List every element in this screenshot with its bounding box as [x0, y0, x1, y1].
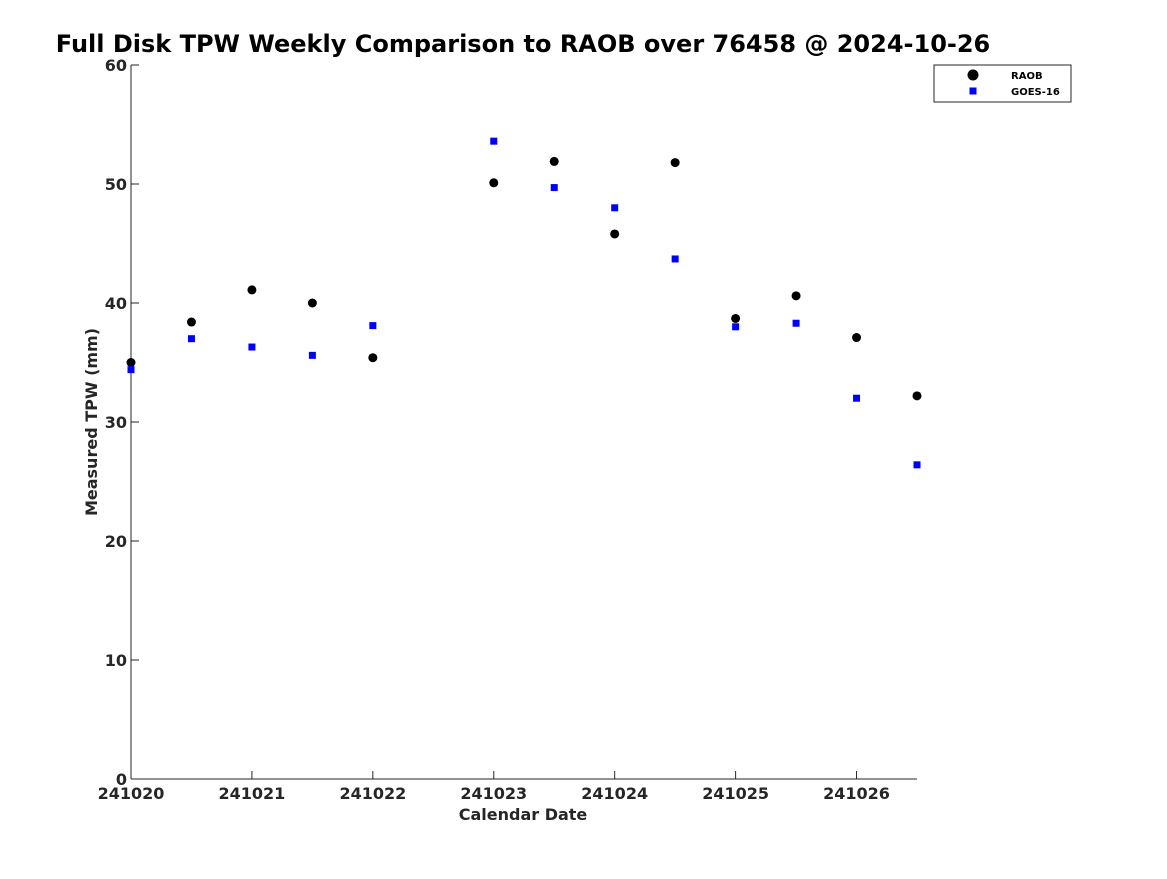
- data-point-goes-16: [127, 366, 135, 374]
- y-tick-label: 10: [105, 651, 127, 670]
- data-point-goes-16: [792, 319, 800, 327]
- x-tick-label: 241021: [219, 784, 286, 803]
- data-point-raob: [912, 391, 922, 401]
- data-point-goes-16: [671, 255, 679, 263]
- y-tick-label: 0: [116, 770, 127, 789]
- data-point-goes-16: [611, 204, 619, 212]
- data-point-goes-16: [248, 343, 256, 351]
- x-tick-label: 241024: [581, 784, 648, 803]
- data-point-goes-16: [853, 394, 861, 402]
- y-axis-ticks: 0 10 20 30 40 50 60: [105, 56, 139, 789]
- data-point-raob: [791, 291, 801, 301]
- chart-title: Full Disk TPW Weekly Comparison to RAOB …: [56, 30, 991, 58]
- legend-box: [933, 64, 1072, 103]
- legend-marker-raob: [967, 69, 979, 81]
- series-goes-16: [127, 137, 921, 469]
- x-tick-label: 241026: [823, 784, 890, 803]
- y-tick-label: 50: [105, 175, 127, 194]
- x-tick-label: 241025: [702, 784, 769, 803]
- data-point-raob: [852, 333, 862, 343]
- data-point-raob: [247, 285, 257, 295]
- legend-label: RAOB: [1011, 71, 1043, 82]
- legend: RAOB GOES-16: [933, 64, 1072, 103]
- y-tick-label: 20: [105, 532, 127, 551]
- x-tick-label: 241020: [98, 784, 165, 803]
- data-point-raob: [186, 317, 196, 327]
- plot-area: [130, 65, 917, 780]
- legend-label: GOES-16: [1011, 87, 1060, 98]
- data-point-goes-16: [490, 137, 498, 145]
- data-point-raob: [610, 229, 620, 239]
- data-point-goes-16: [369, 322, 377, 330]
- data-point-goes-16: [732, 323, 740, 331]
- data-point-raob: [731, 313, 741, 323]
- data-point-raob: [307, 298, 317, 308]
- data-point-goes-16: [187, 335, 195, 343]
- data-point-raob: [670, 158, 680, 168]
- y-tick-label: 40: [105, 294, 127, 313]
- data-point-goes-16: [308, 351, 316, 359]
- y-tick-label: 30: [105, 413, 127, 432]
- data-point-goes-16: [550, 184, 558, 192]
- data-point-raob: [489, 178, 499, 188]
- data-point-goes-16: [913, 461, 921, 469]
- y-tick-label: 60: [105, 56, 127, 75]
- data-point-raob: [549, 156, 559, 166]
- series-raob: [126, 156, 922, 401]
- data-point-raob: [368, 353, 378, 363]
- series-layer: [126, 137, 922, 469]
- y-axis-label: Measured TPW (mm): [82, 328, 101, 516]
- x-axis-label: Calendar Date: [459, 805, 588, 824]
- x-tick-label: 241023: [460, 784, 527, 803]
- x-axis-ticks: 241020 241021 241022 241023 241024 241025 2410…: [98, 771, 890, 803]
- legend-marker-goes-16: [969, 87, 977, 95]
- x-tick-label: 241022: [339, 784, 406, 803]
- data-point-raob: [126, 358, 136, 367]
